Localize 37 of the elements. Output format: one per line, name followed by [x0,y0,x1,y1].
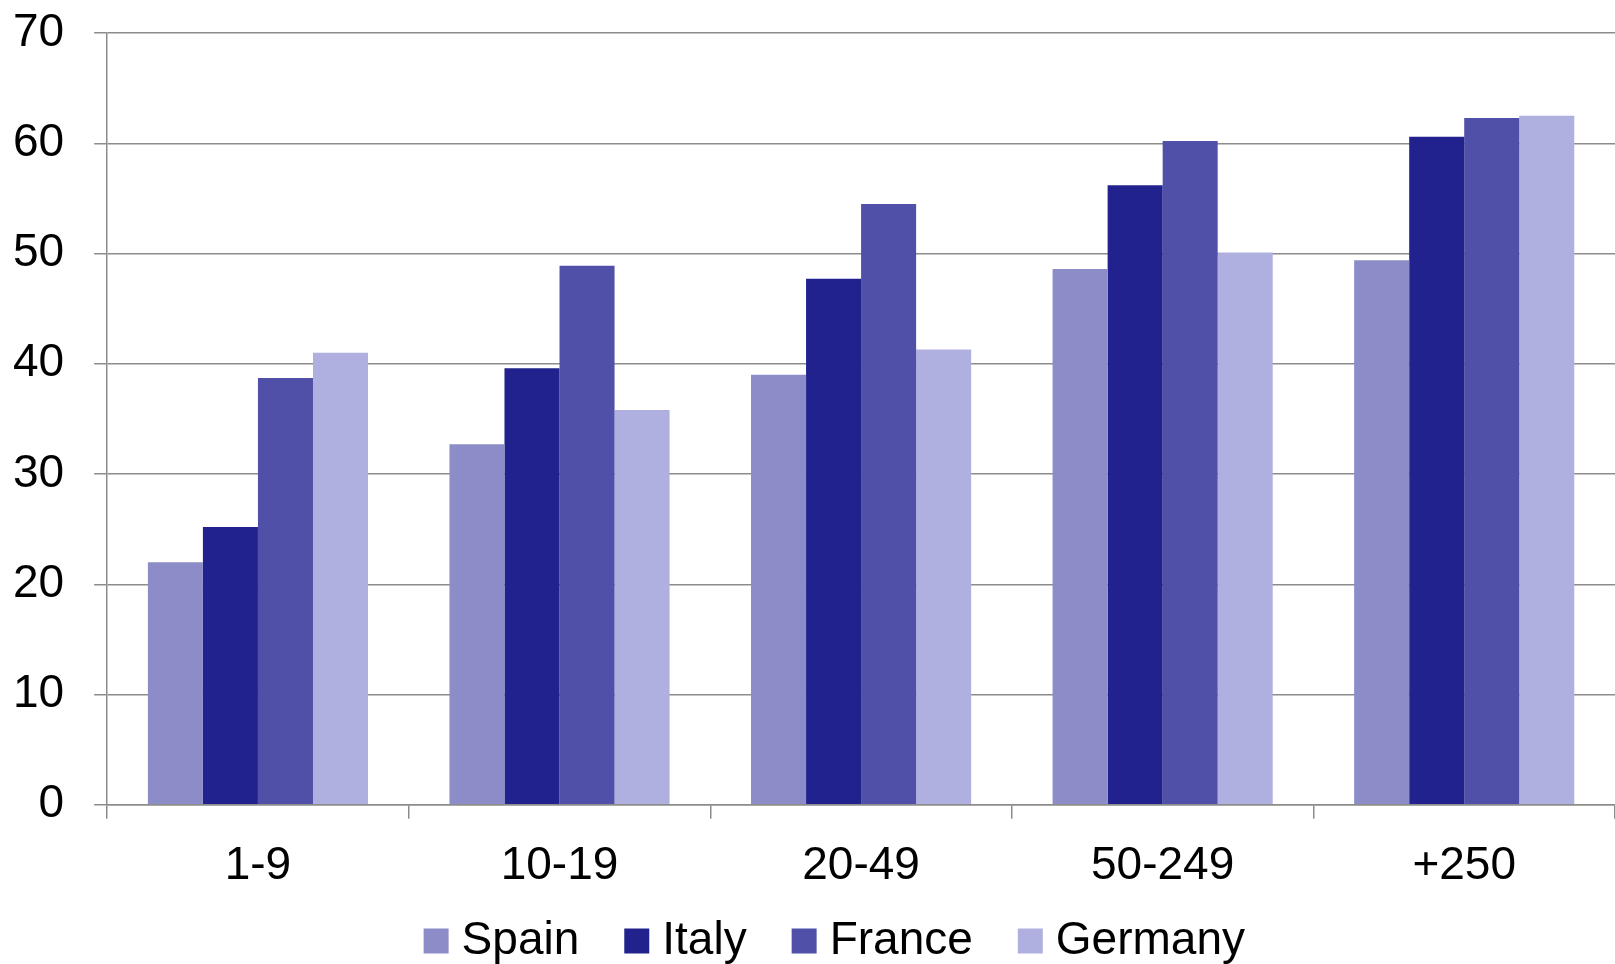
bar [202,526,258,805]
y-tick-label: 60 [12,113,65,166]
x-tick-label: 1-9 [224,837,292,890]
bar [916,349,972,805]
bar [861,203,917,805]
bar [1354,260,1410,805]
bar [449,444,505,805]
x-tick-label: +250 [1412,837,1517,890]
bar [1162,141,1218,805]
x-tick-label: 50-249 [1091,837,1235,890]
y-tick-label: 20 [12,554,65,607]
bar [1464,117,1520,805]
x-tick-label: 10-19 [500,837,619,890]
bar [559,265,615,805]
y-tick-label: 40 [12,334,65,387]
bar [806,278,862,805]
legend-label: Italy [662,911,747,964]
bar [147,562,203,805]
legend-label: France [829,911,973,964]
bar [1519,115,1575,805]
bar [312,352,369,805]
bar [1107,185,1163,805]
bar [504,368,560,805]
bar [1217,252,1273,805]
y-tick-label: 50 [12,224,65,277]
bar [1052,268,1108,805]
y-tick-label: 10 [12,665,65,718]
y-tick-label: 30 [12,444,65,497]
bar [614,410,670,805]
x-tick-label: 20-49 [802,837,920,890]
bar [257,378,313,805]
y-tick-label: 70 [12,3,65,56]
y-tick-label: 0 [38,775,65,828]
legend-label: Germany [1055,911,1245,964]
bar [751,374,807,805]
bar [1409,136,1465,805]
legend-label: Spain [461,911,580,964]
